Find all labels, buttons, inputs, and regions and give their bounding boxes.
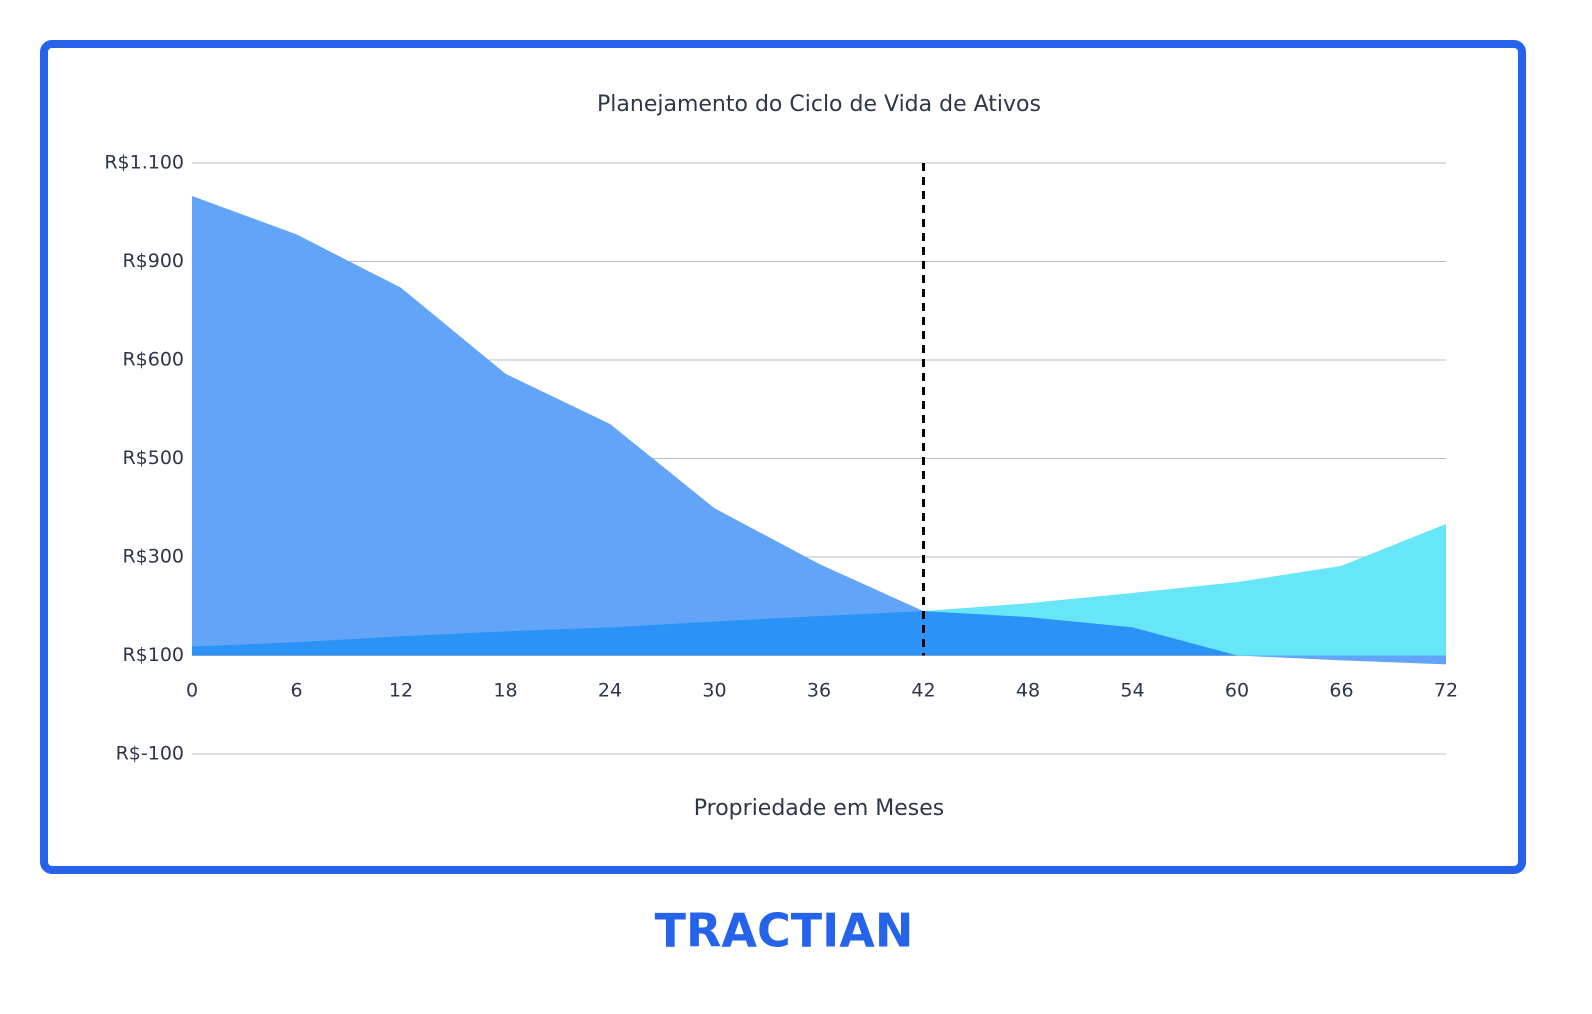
y-tick-label: R$900 [122, 250, 184, 272]
y-tick-label: R$100 [122, 644, 184, 666]
x-tick-label: 48 [1016, 680, 1040, 702]
x-tick-label: 18 [493, 680, 517, 702]
frame [40, 40, 1526, 874]
y-tick-label: R$500 [122, 447, 184, 469]
x-tick-label: 12 [389, 680, 413, 702]
y-tick-label: R$600 [122, 349, 184, 371]
x-tick-label: 66 [1329, 680, 1353, 702]
x-tick-label: 36 [807, 680, 831, 702]
y-tick-label: R$300 [122, 546, 184, 568]
x-tick-label: 72 [1434, 680, 1458, 702]
x-tick-label: 24 [598, 680, 622, 702]
x-tick-label: 42 [911, 680, 935, 702]
y-tick-label: R$-100 [116, 743, 184, 765]
y-tick-label: R$1.100 [104, 152, 184, 174]
x-tick-label: 30 [702, 680, 726, 702]
brand-logo: TRACTIAN [655, 904, 914, 958]
x-tick-label: 6 [290, 680, 302, 702]
x-axis-label: Propriedade em Meses [694, 796, 944, 821]
x-tick-label: 54 [1120, 680, 1144, 702]
area [192, 524, 1446, 656]
overlap-area [192, 611, 1446, 656]
x-tick-label: 60 [1225, 680, 1249, 702]
area [192, 195, 1446, 665]
x-tick-label: 0 [186, 680, 198, 702]
chart-title: Planejamento do Ciclo de Vida de Ativos [597, 92, 1041, 117]
